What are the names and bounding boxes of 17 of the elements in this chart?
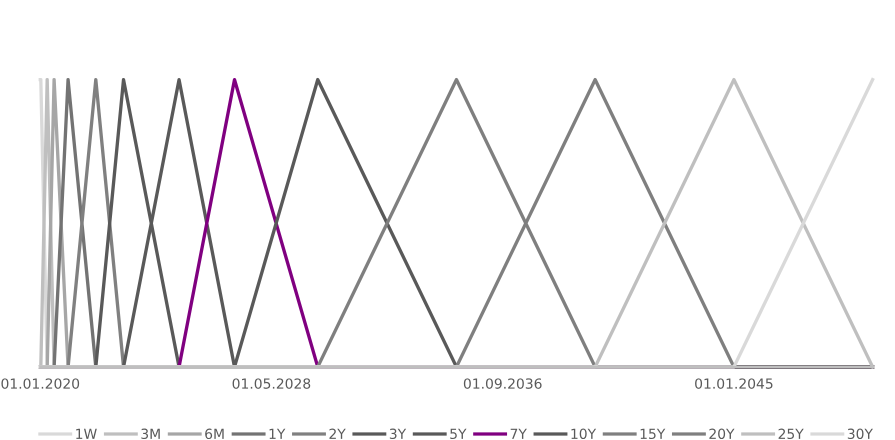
legend-label: 7Y [510, 428, 527, 439]
legend-label: 3M [141, 428, 160, 440]
legend-label: 20Y [709, 428, 735, 440]
legend-label: 2Y [329, 428, 346, 439]
x-tick-label: 01.01.2045 [695, 378, 772, 389]
x-tick-label: 01.09.2036 [464, 378, 542, 389]
legend-label: 1Y [270, 428, 286, 439]
legend-label: 10Y [571, 428, 596, 440]
legend-label: 6M [205, 428, 224, 440]
legend-label: 15Y [640, 428, 666, 440]
legend-label: 1W [76, 428, 97, 439]
x-tick-label: 01.01.2020 [1, 378, 80, 389]
x-tick-label: 01.05.2028 [232, 378, 310, 389]
legend-label: 5Y [450, 428, 467, 440]
legend-label: 30Y [848, 428, 873, 440]
legend-label: 25Y [778, 428, 804, 440]
legend-label: 3Y [390, 428, 406, 440]
